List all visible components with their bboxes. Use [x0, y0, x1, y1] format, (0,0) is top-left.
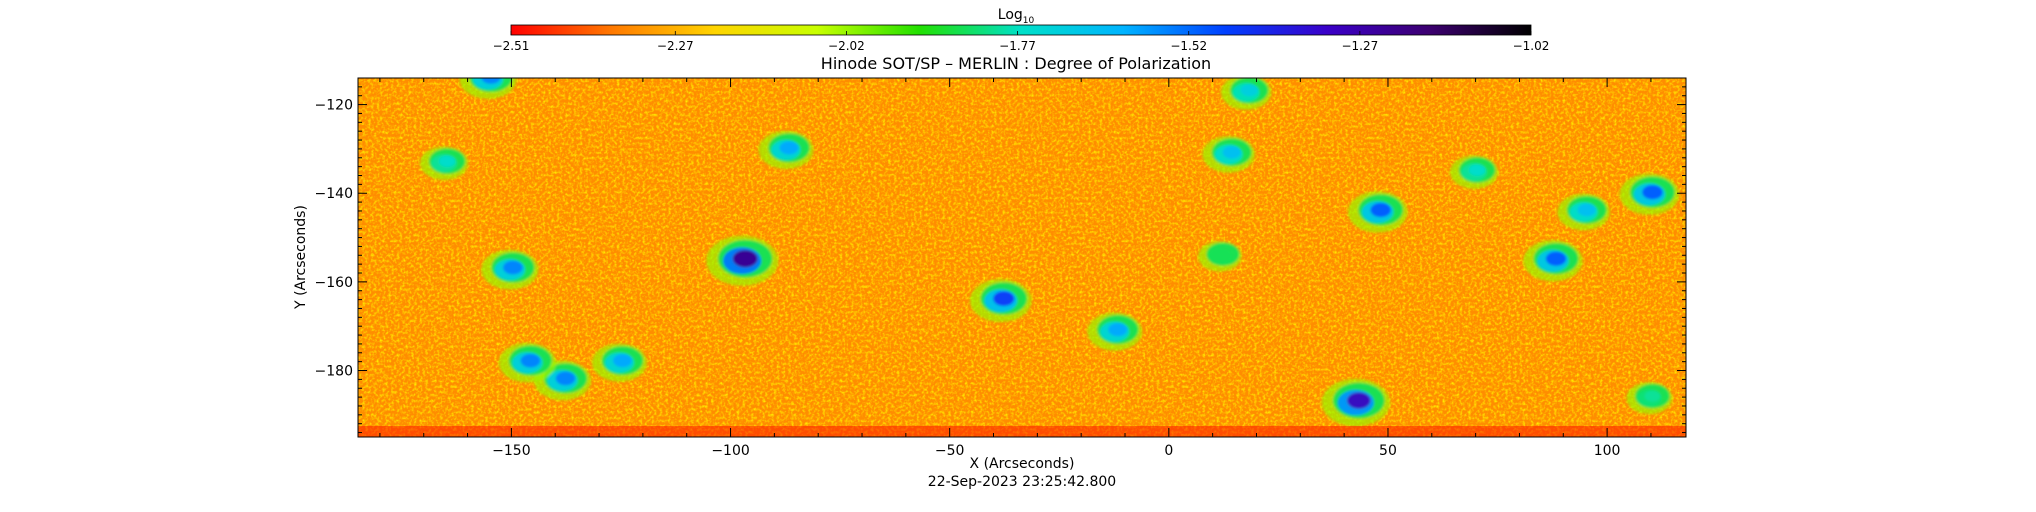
feature-contour [438, 155, 456, 167]
feature-contour [555, 371, 576, 386]
heatmap-feature [1087, 312, 1143, 351]
feature-contour [1644, 390, 1661, 402]
heatmap-feature [758, 130, 814, 170]
x-axis: −150 −100 −50 0 50 100 [379, 78, 1652, 459]
feature-contour [1222, 146, 1241, 159]
heatmap-feature [498, 342, 556, 383]
feature-contour [779, 141, 799, 155]
colorbar-tick-label: −1.52 [1170, 39, 1207, 53]
heatmap-bottom-band [358, 426, 1686, 437]
feature-contour [993, 291, 1015, 306]
x-axis-label: X (Arcseconds) [970, 456, 1075, 472]
heatmap-feature [420, 146, 469, 180]
colorbar-label: Log10 [998, 7, 1035, 26]
colorbar-tick-label: −1.02 [1513, 39, 1550, 53]
feature-contour [732, 250, 758, 268]
x-tick-label: 50 [1379, 443, 1397, 459]
feature-contour [1577, 203, 1596, 217]
heatmap-feature [969, 279, 1032, 323]
heatmap-feature [1450, 155, 1499, 189]
y-tick-label: −160 [315, 275, 353, 291]
feature-contour [503, 260, 523, 275]
y-tick-label: −180 [315, 364, 353, 380]
heatmap-features [420, 78, 1680, 427]
heatmap-feature [1348, 191, 1408, 233]
plot-frame [357, 77, 1687, 438]
feature-contour [1642, 185, 1663, 200]
y-tick-label: −140 [315, 186, 353, 202]
colorbar-tick-label: −2.02 [828, 39, 865, 53]
timestamp: 22-Sep-2023 23:25:42.800 [928, 474, 1116, 490]
x-tick-label: −50 [935, 443, 965, 459]
chart-title: Hinode SOT/SP – MERLIN : Degree of Polar… [821, 54, 1211, 73]
colorbar-tick-label: −1.77 [999, 39, 1036, 53]
heatmap-feature [481, 249, 539, 290]
feature-contour [1468, 164, 1486, 176]
feature-contour [613, 354, 632, 368]
heatmap-feature [1202, 136, 1256, 173]
colorbar-tick-label: −2.51 [493, 39, 530, 53]
heatmap-feature [1198, 241, 1242, 272]
feature-contour [1215, 249, 1231, 260]
x-tick-label: 100 [1594, 443, 1621, 459]
feature-contour [520, 353, 541, 368]
feature-contour [1108, 323, 1128, 337]
y-axis: −120 −140 −160 −180 [315, 77, 1686, 434]
colorbar-ticks: −2.51 −2.27 −2.02 −1.77 −1.52 −1.27 −1.02 [493, 31, 1550, 53]
colorbar-gradient [510, 24, 1532, 36]
y-tick-label: −120 [315, 98, 353, 114]
heatmap-feature [592, 343, 647, 382]
feature-contour [1545, 251, 1567, 266]
heatmap-feature [1321, 378, 1390, 427]
heatmap-feature [1626, 382, 1673, 415]
heatmap-feature [1557, 193, 1611, 231]
colorbar-label-base: Log [998, 7, 1023, 23]
feature-contour [1370, 202, 1391, 218]
colorbar-tick-label: −2.27 [657, 39, 694, 53]
heatmap-feature [1523, 240, 1583, 282]
x-tick-label: −100 [711, 443, 749, 459]
heatmap-feature [706, 235, 779, 286]
plot-area [358, 78, 1686, 437]
heatmap-feature [1619, 173, 1680, 215]
colorbar-tick-label: −1.27 [1341, 39, 1378, 53]
x-tick-label: −150 [492, 443, 530, 459]
feature-contour [1347, 392, 1371, 409]
colorbar-label-subscript: 10 [1023, 16, 1035, 26]
heatmap-feature [459, 78, 517, 99]
colorbar: Log10 −2.51 −2.27 −2.02 −1.77 −1.52 −1.27 −1.0… [493, 7, 1550, 53]
x-tick-label: 0 [1164, 443, 1173, 459]
y-axis-label: Y (Arcseconds) [293, 205, 309, 310]
feature-contour [1240, 84, 1258, 97]
heatmap-feature [1221, 78, 1272, 110]
feature-contour [481, 78, 501, 84]
